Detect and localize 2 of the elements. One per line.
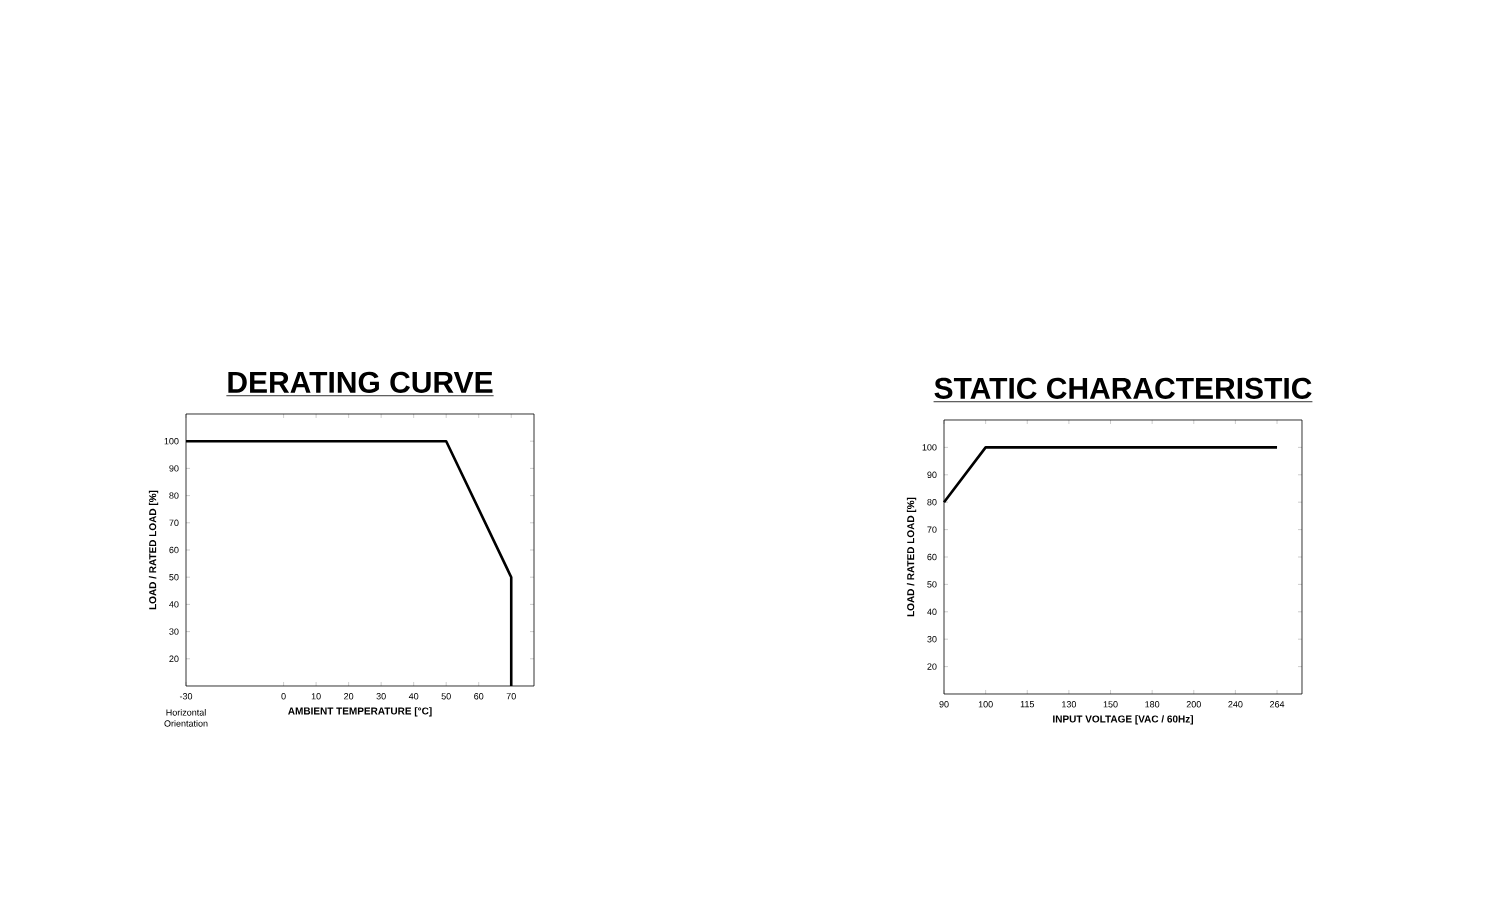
chart-title: DERATING CURVE xyxy=(228,371,493,393)
chart-title: STATIC CHARACTERISTIC xyxy=(934,377,1312,399)
